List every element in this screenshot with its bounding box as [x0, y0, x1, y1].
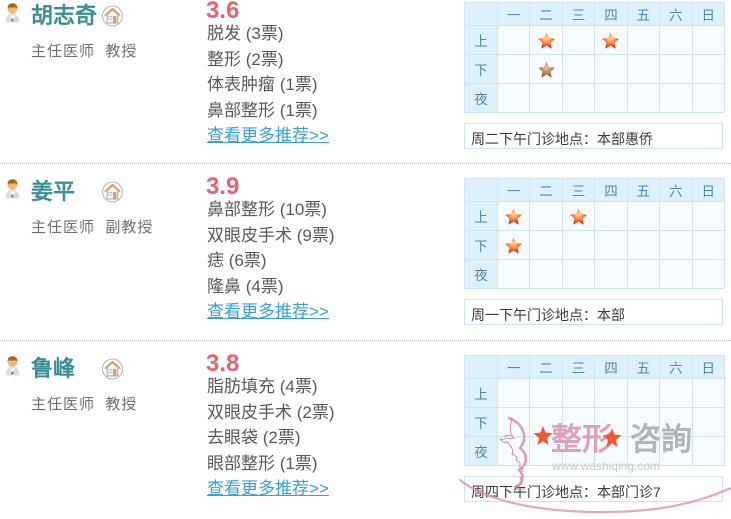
svg-text:咨詢: 咨詢: [630, 422, 692, 457]
svg-text:整形: 整形: [551, 422, 613, 457]
svg-text:www.washiqing.com: www.washiqing.com: [551, 459, 660, 473]
